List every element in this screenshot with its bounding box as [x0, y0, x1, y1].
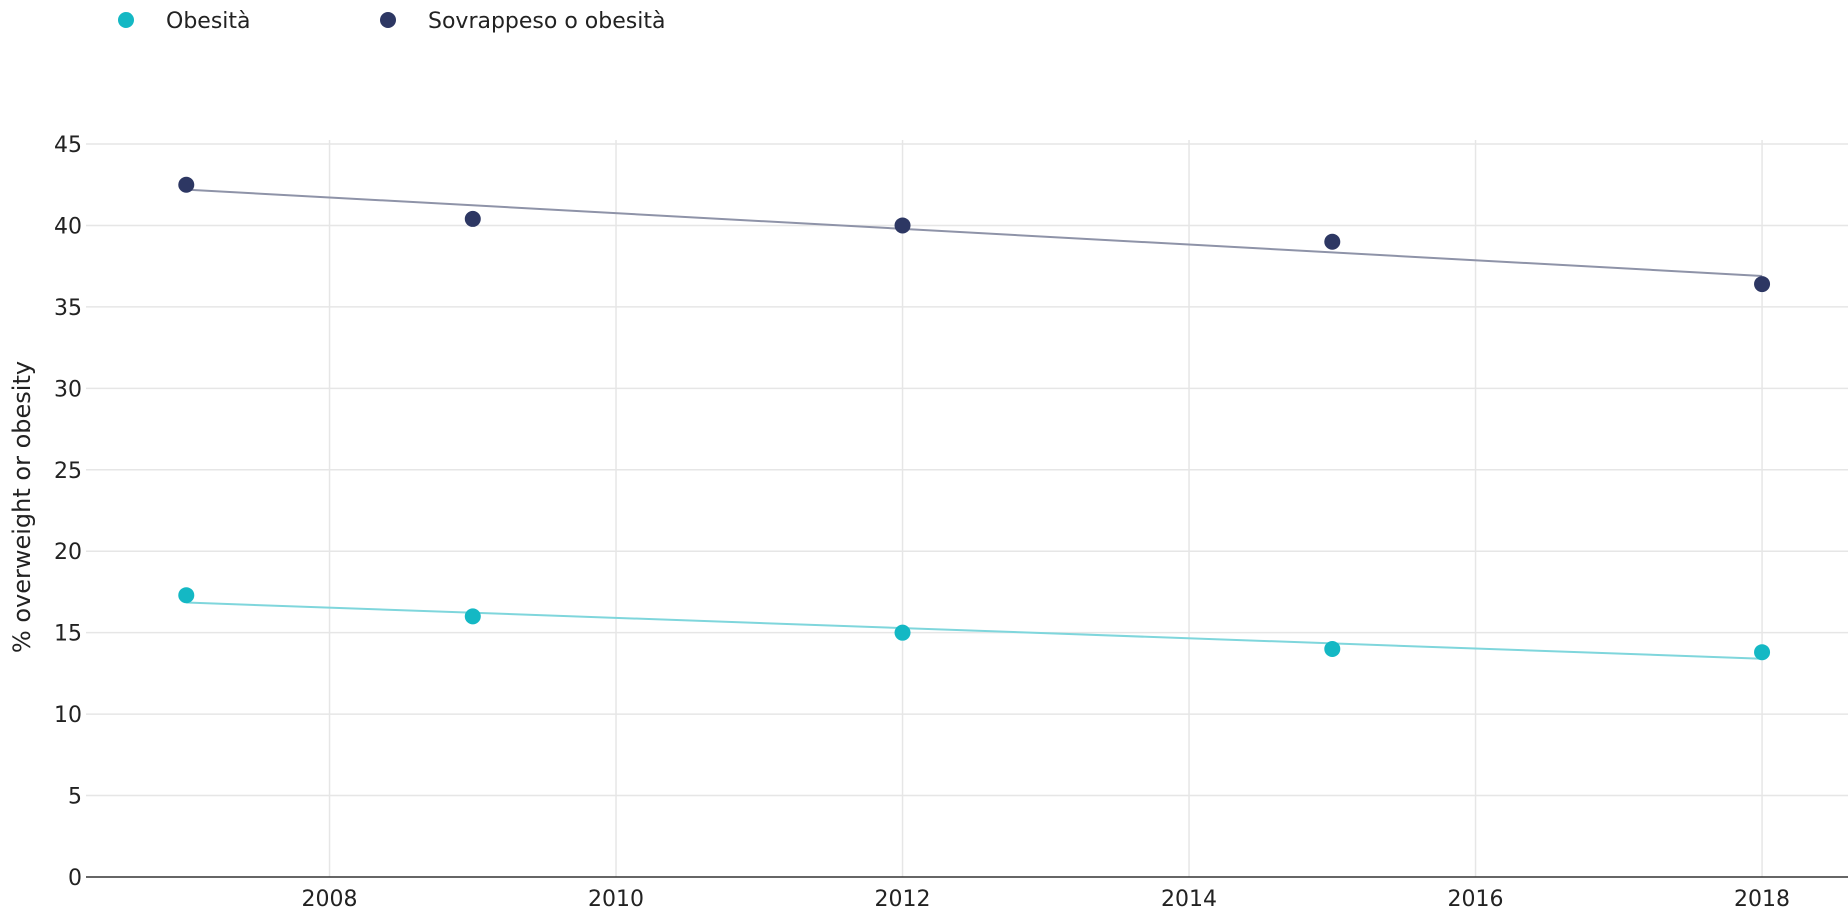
x-tick-label-2014: 2014: [1161, 887, 1217, 912]
y-tick-label-20: 20: [54, 540, 82, 565]
x-tick-label-2012: 2012: [875, 887, 931, 912]
data-point-s1-2009: [464, 210, 481, 227]
data-points: [178, 176, 1771, 661]
y-tick-label-25: 25: [54, 459, 82, 484]
data-point-s1-2018: [1754, 276, 1771, 293]
data-point-s1-2012: [894, 217, 911, 234]
legend: Obesità Sovrappeso o obesità: [118, 9, 665, 34]
data-point-s1-2015: [1324, 233, 1341, 250]
x-tick-label-2008: 2008: [302, 887, 358, 912]
trend-line-0: [186, 601, 1763, 660]
y-tick-label-30: 30: [54, 377, 82, 402]
x-tick-label-2016: 2016: [1448, 887, 1504, 912]
y-tick-label-45: 45: [54, 133, 82, 158]
data-point-s0-2012: [894, 624, 911, 641]
y-axis-title: % overweight or obesity: [8, 361, 36, 653]
grid: [86, 140, 1848, 877]
y-tick-label-35: 35: [54, 296, 82, 321]
y-tick-label-40: 40: [54, 214, 82, 239]
trend-lines: [186, 188, 1763, 660]
y-tick-label-15: 15: [54, 622, 82, 647]
data-point-s0-2007: [178, 587, 195, 604]
legend-label-1: Sovrappeso o obesità: [428, 9, 665, 34]
x-tick-label-2010: 2010: [588, 887, 644, 912]
data-point-s0-2009: [464, 608, 481, 625]
legend-marker-0: [118, 12, 134, 28]
data-point-s1-2007: [178, 176, 195, 193]
y-tick-label-5: 5: [68, 785, 82, 810]
legend-label-0: Obesità: [166, 9, 251, 34]
data-point-s0-2018: [1754, 644, 1771, 661]
y-tick-label-0: 0: [68, 866, 82, 891]
axes: 0 5 10 15 20 25 30 35 40 45 2008 2010 2012 2014 2016 20…: [54, 133, 1848, 912]
y-tick-label-10: 10: [54, 703, 82, 728]
trend-line-1: [186, 188, 1763, 277]
x-tick-label-2018: 2018: [1734, 887, 1790, 912]
legend-marker-1: [380, 12, 396, 28]
data-point-s0-2015: [1324, 640, 1341, 657]
